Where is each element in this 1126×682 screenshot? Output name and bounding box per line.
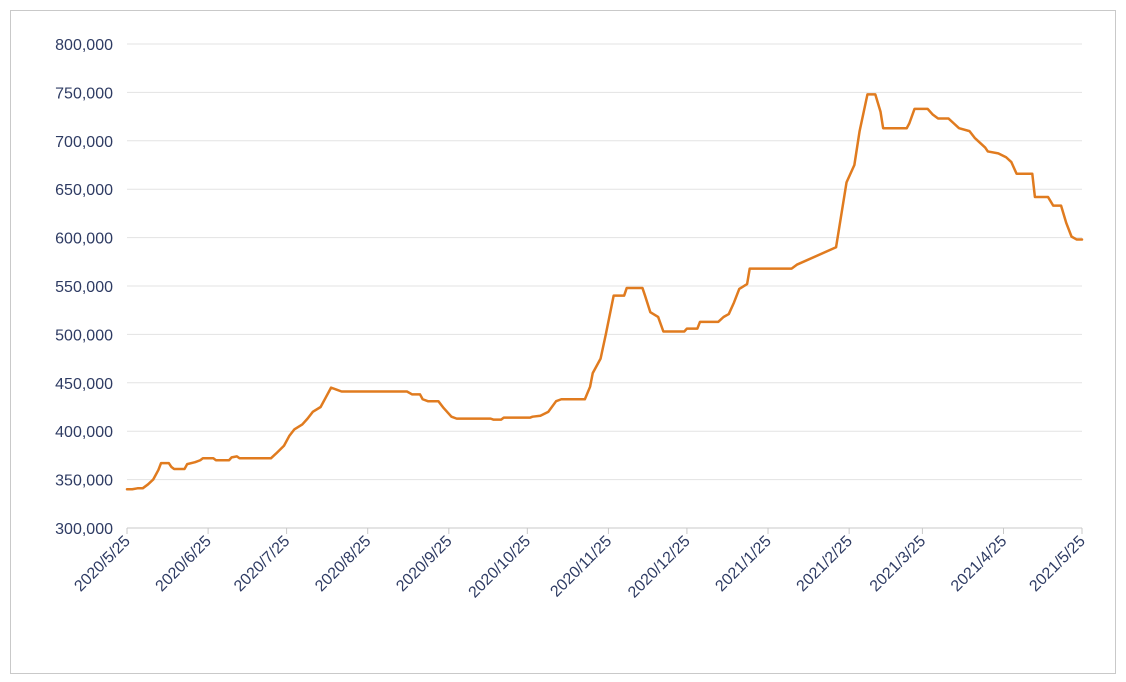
y-tick-label: 350,000 [55, 473, 113, 490]
x-axis [126, 527, 1083, 534]
x-axis-tick-labels: 2020/5/25 2020/6/25 2020/7/25 2020/8/25 2020… [71, 533, 1088, 602]
y-axis-tick-labels: 300,000 350,000 400,000 450,000 500,000 550,0… [55, 37, 113, 538]
x-tick-label: 2020/5/25 [71, 533, 133, 595]
y-tick-label: 750,000 [55, 85, 113, 102]
series-line [125, 93, 1084, 491]
y-tick-label: 650,000 [55, 182, 113, 199]
y-tick-label: 400,000 [55, 424, 113, 441]
x-tick-label: 2020/7/25 [231, 533, 293, 595]
x-tick-label: 2020/9/25 [393, 533, 455, 595]
y-tick-label: 450,000 [55, 376, 113, 393]
x-tick-label: 2021/5/25 [1026, 533, 1088, 595]
x-tick-label: 2020/6/25 [153, 533, 215, 595]
series-layer [125, 93, 1084, 491]
gridlines [127, 43, 1082, 481]
x-tick-label: 2021/1/25 [712, 533, 774, 595]
y-tick-label: 600,000 [55, 231, 113, 248]
x-tick-label: 2020/12/25 [625, 533, 694, 602]
x-tick-label: 2020/10/25 [465, 533, 534, 602]
y-tick-label: 500,000 [55, 327, 113, 344]
y-tick-label: 550,000 [55, 279, 113, 296]
x-tick-label: 2021/4/25 [948, 533, 1010, 595]
y-tick-label: 800,000 [55, 37, 113, 54]
x-tick-label: 2020/8/25 [312, 533, 374, 595]
x-tick-label: 2021/3/25 [867, 533, 929, 595]
chart-container [10, 10, 1116, 674]
x-tick-label: 2020/11/25 [547, 533, 615, 601]
x-tick-label: 2021/2/25 [794, 533, 856, 595]
y-tick-label: 700,000 [55, 134, 113, 151]
y-tick-label: 300,000 [55, 521, 113, 538]
